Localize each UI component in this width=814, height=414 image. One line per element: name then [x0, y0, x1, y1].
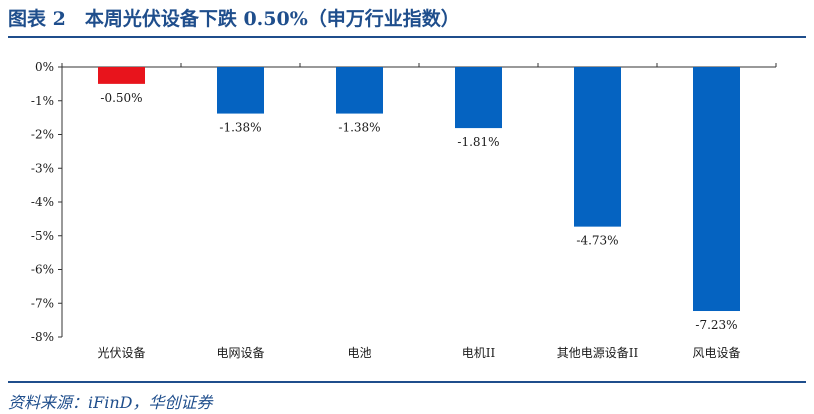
data-label: -7.23% [695, 318, 737, 332]
category-label: 风电设备 [692, 346, 740, 360]
title-rule [8, 36, 806, 38]
category-label: 电机II [462, 346, 496, 360]
category-label: 光伏设备 [97, 346, 145, 360]
bar [693, 67, 740, 312]
bar [336, 67, 383, 114]
figure-title: 图表 2 本周光伏设备下跌 0.50%（申万行业指数） [8, 8, 460, 30]
category-label: 电池 [347, 346, 371, 360]
y-tick-label: -7% [31, 296, 54, 310]
footer-rule [8, 381, 806, 383]
y-tick-label: -8% [31, 330, 54, 344]
data-label: -1.81% [457, 135, 499, 149]
bar [574, 67, 621, 227]
y-tick-label: -5% [31, 229, 54, 243]
source-note: 资料来源：iFinD，华创证券 [8, 393, 213, 412]
bar [455, 67, 502, 129]
data-label: -1.38% [338, 121, 380, 135]
y-tick-label: 0% [35, 60, 54, 74]
y-tick-label: -2% [31, 128, 54, 142]
category-label: 电网设备 [216, 346, 264, 360]
y-tick-label: -6% [31, 263, 54, 277]
y-tick-label: -4% [31, 195, 54, 209]
bar [98, 67, 145, 84]
data-label: -1.38% [219, 121, 261, 135]
data-label: -4.73% [576, 234, 618, 248]
y-tick-label: -1% [31, 94, 54, 108]
category-label: 其他电源设备II [557, 346, 639, 360]
data-label: -0.50% [100, 91, 142, 105]
y-tick-label: -3% [31, 161, 54, 175]
bar [217, 67, 264, 114]
